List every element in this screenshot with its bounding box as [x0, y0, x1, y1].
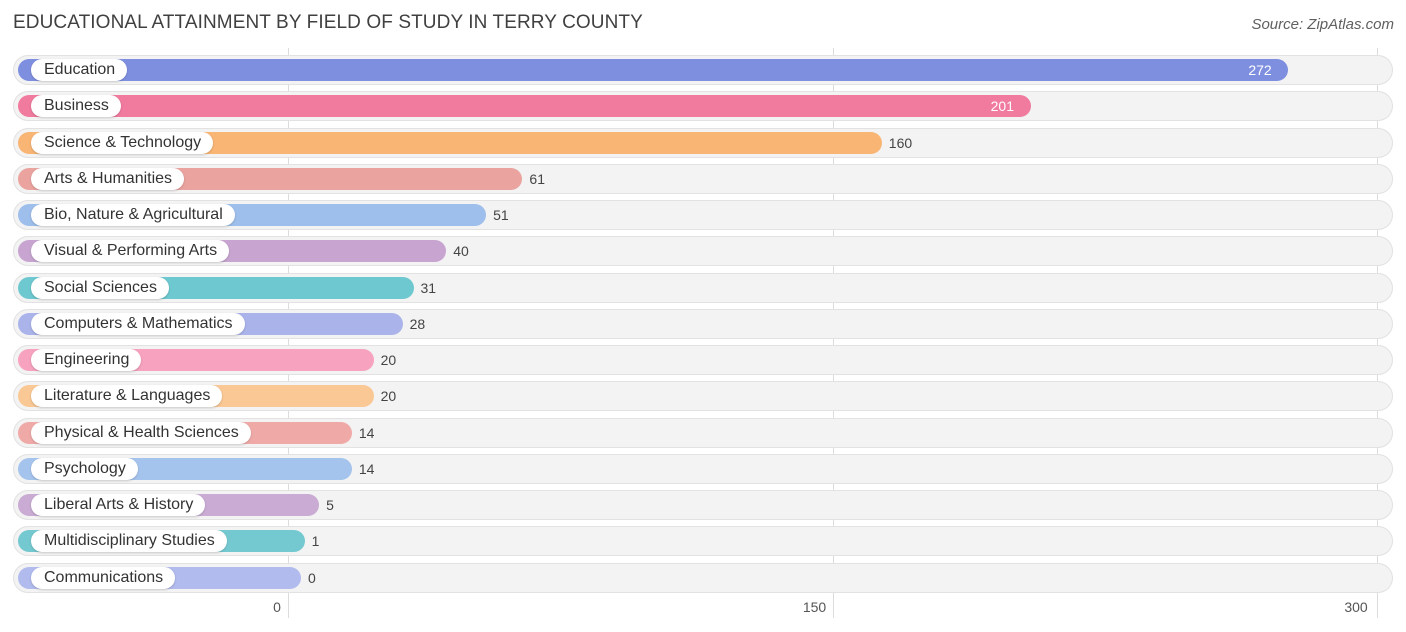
- bar-row: Bio, Nature & Agricultural 51: [13, 200, 1393, 230]
- bar-row: Science & Technology 160: [13, 127, 1393, 158]
- category-label: Education: [31, 59, 128, 81]
- value-label: 51: [493, 207, 509, 223]
- x-tick-label: 150: [802, 599, 827, 615]
- value-label: 61: [529, 170, 545, 187]
- value-label: 20: [380, 352, 397, 368]
- bar-row: Social Sciences 31: [13, 272, 1393, 303]
- category-label: Literature & Languages: [31, 385, 223, 408]
- bar: [18, 95, 1031, 118]
- category-label: Bio, Nature & Agricultural: [31, 204, 235, 226]
- category-label: Multidisciplinary Studies: [31, 530, 227, 553]
- bar-row: Psychology 14: [13, 453, 1393, 484]
- value-label: 14: [358, 460, 375, 477]
- bar-row: Communications 0: [13, 562, 1393, 593]
- bar-row: Physical & Health Sciences 14: [13, 417, 1393, 448]
- bar-row: Education 272: [13, 55, 1393, 85]
- value-label: 1: [311, 533, 320, 550]
- category-label: Social Sciences: [31, 276, 169, 299]
- value-label: 20: [380, 388, 397, 405]
- value-label: 28: [409, 315, 426, 332]
- category-label: Business: [31, 95, 121, 118]
- category-label: Visual & Performing Arts: [31, 240, 230, 263]
- bar-row: Visual & Performing Arts 40: [13, 236, 1393, 267]
- category-label: Physical & Health Sciences: [31, 421, 251, 444]
- category-label: Computers & Mathematics: [31, 312, 245, 335]
- category-label: Engineering: [31, 349, 142, 371]
- bar-row: Business 201: [13, 91, 1393, 122]
- value-label: 40: [453, 243, 469, 260]
- bar-row: Engineering 20: [13, 345, 1393, 375]
- value-label: 31: [420, 279, 437, 296]
- value-label: 201: [990, 98, 1014, 115]
- category-label: Arts & Humanities: [31, 167, 185, 190]
- bar: [18, 59, 1289, 81]
- value-label: 272: [1248, 62, 1272, 78]
- value-label: 160: [888, 134, 913, 151]
- category-label: Communications: [31, 566, 176, 589]
- value-label: 14: [358, 424, 375, 441]
- category-label: Psychology: [31, 457, 138, 480]
- value-label: 5: [326, 497, 334, 513]
- bar-row: Liberal Arts & History 5: [13, 490, 1393, 520]
- x-tick-label: 0: [273, 599, 281, 615]
- category-label: Liberal Arts & History: [31, 494, 206, 516]
- bar: [18, 131, 882, 154]
- bar-row: Literature & Languages 20: [13, 381, 1393, 412]
- chart-title: EDUCATIONAL ATTAINMENT BY FIELD OF STUDY…: [13, 12, 643, 33]
- x-tick-label: 300: [1344, 599, 1368, 615]
- bar-row: Computers & Mathematics 28: [13, 308, 1393, 339]
- value-label: 0: [308, 569, 316, 586]
- source-credit: Source: ZipAtlas.com: [1251, 16, 1394, 33]
- bar-row: Multidisciplinary Studies 1: [13, 526, 1393, 557]
- category-label: Science & Technology: [31, 131, 214, 154]
- bar-row: Arts & Humanities 61: [13, 163, 1393, 194]
